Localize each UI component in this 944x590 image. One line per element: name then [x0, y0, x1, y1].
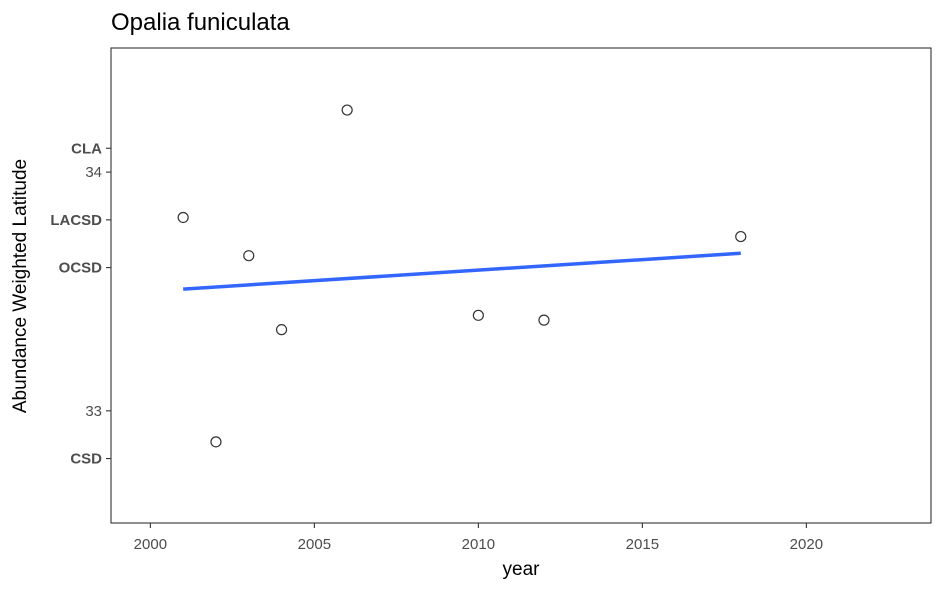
- station-label-ocsd: OCSD: [59, 260, 103, 277]
- trend-line-layer: [183, 251, 741, 291]
- x-tick-label: 2010: [462, 536, 495, 553]
- station-label-csd: CSD: [70, 451, 102, 468]
- data-point: [243, 250, 255, 262]
- y-axis: 33 34 CLA LACSD OCSD CSD: [50, 140, 111, 468]
- x-tick-label: 2005: [298, 536, 331, 553]
- station-label-cla: CLA: [71, 140, 102, 157]
- y-tick-label: 33: [85, 403, 102, 420]
- x-axis-title: year: [503, 559, 541, 580]
- x-tick-label: 2015: [626, 536, 659, 553]
- data-point: [735, 230, 747, 243]
- chart-title: Opalia funiculata: [111, 9, 290, 36]
- data-point: [538, 314, 550, 326]
- trend-line: [183, 251, 741, 291]
- y-axis-title: Abundance Weighted Latitude: [10, 159, 31, 413]
- station-label-lacsd: LACSD: [50, 212, 102, 229]
- data-point: [341, 104, 353, 116]
- data-point: [210, 436, 222, 448]
- y-tick-label: 34: [85, 164, 102, 181]
- points-layer: [177, 104, 747, 448]
- data-point: [472, 309, 484, 321]
- x-tick-label: 2020: [790, 536, 823, 553]
- x-tick-label: 2000: [134, 536, 167, 553]
- x-axis: 2000 2005 2010 2015 2020: [134, 523, 823, 553]
- data-point: [177, 211, 189, 224]
- data-point: [275, 324, 288, 336]
